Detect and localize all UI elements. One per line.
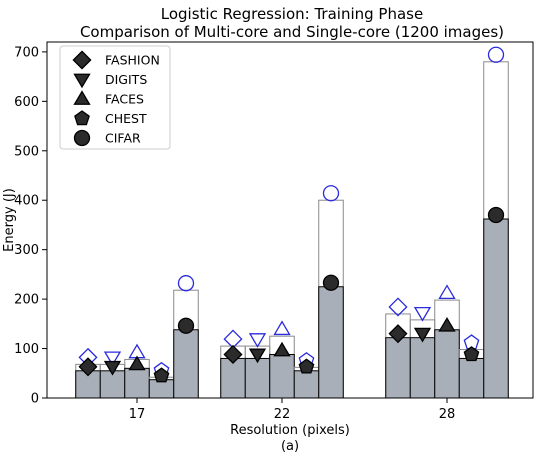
multi-core-marker-digits-22: [248, 348, 267, 364]
multi-core-marker-chest-17: [153, 367, 170, 383]
y-tick-label: 300: [14, 243, 39, 258]
single-core-marker-digits-28: [413, 306, 432, 322]
legend-marker-cifar: [73, 129, 91, 147]
x-axis-sublabel: (a): [281, 439, 299, 454]
multi-core-bar-faces-28: [434, 329, 460, 399]
multi-core-bar-chest-28: [458, 357, 485, 399]
legend-label-fashion: FASHION: [105, 53, 160, 68]
legend-marker-fashion: [72, 50, 92, 70]
single-core-marker-cifar-28: [487, 46, 505, 63]
x-tick-label: 17: [129, 407, 146, 422]
multi-core-marker-cifar-28: [487, 206, 505, 224]
markers-layer: [78, 46, 505, 383]
y-tick-label: 600: [14, 95, 39, 110]
legend: FASHION DIGITS FACES CHEST CIFAR: [59, 45, 171, 150]
single-core-marker-faces-28: [438, 284, 456, 300]
multi-core-bar-chest-17: [148, 379, 175, 399]
single-core-marker-digits-22: [248, 333, 267, 348]
single-core-marker-digits-17: [103, 351, 122, 367]
y-axis-label: Energy (J): [2, 188, 17, 252]
legend-marker-chest: [74, 110, 90, 126]
single-core-marker-cifar-22: [322, 185, 340, 202]
x-axis-label: Resolution (pixels): [230, 423, 350, 438]
multi-core-bar-cifar-28: [483, 218, 509, 399]
multi-core-marker-faces-28: [438, 316, 456, 332]
y-tick-label: 500: [14, 144, 39, 159]
legend-label-digits: DIGITS: [105, 72, 147, 87]
y-tick-label: 700: [14, 45, 39, 60]
multi-core-marker-digits-17: [103, 360, 122, 376]
y-tick-label: 200: [14, 293, 39, 308]
legend-label-chest: CHEST: [105, 111, 147, 126]
multi-core-bar-faces-17: [124, 367, 150, 399]
multi-core-marker-fashion-22: [223, 344, 243, 364]
multi-core-marker-cifar-22: [322, 274, 340, 291]
single-core-marker-fashion-28: [388, 297, 408, 317]
multi-core-bar-faces-22: [269, 353, 295, 399]
multi-core-marker-faces-17: [128, 355, 146, 371]
legend-label-cifar: CIFAR: [105, 131, 141, 146]
multi-core-bar-digits-22: [244, 357, 271, 399]
y-tick-label: 100: [14, 342, 39, 357]
multi-core-marker-fashion-17: [78, 357, 98, 377]
multi-core-marker-faces-22: [273, 341, 291, 357]
x-tick-label: 28: [439, 407, 456, 422]
single-core-marker-faces-22: [273, 320, 291, 336]
x-axis: 17 22 28: [129, 398, 456, 422]
single-core-marker-cifar-17: [177, 275, 195, 292]
chart-title-line1: Logistic Regression: Training Phase: [161, 5, 423, 23]
legend-marker-faces: [73, 90, 91, 105]
y-axis: 0 100 200 300 400 500 600 700: [14, 45, 47, 407]
multi-core-marker-chest-28: [463, 346, 480, 362]
legend-label-faces: FACES: [105, 92, 144, 107]
y-tick-label: 0: [31, 392, 39, 407]
multi-core-bar-cifar-22: [318, 286, 344, 399]
x-tick-label: 22: [274, 407, 291, 422]
multi-core-marker-chest-22: [298, 358, 315, 374]
multi-core-bar-fashion-28: [385, 337, 411, 399]
multi-core-marker-cifar-17: [177, 317, 195, 334]
chart-title-line2: Comparison of Multi-core and Single-core…: [80, 23, 504, 41]
y-tick-label: 400: [14, 194, 39, 209]
multi-core-marker-digits-28: [413, 327, 432, 343]
multi-core-bar-digits-28: [409, 337, 436, 399]
multi-core-bar-cifar-17: [173, 329, 199, 399]
plot-frame: [46, 41, 534, 399]
multi-core-bar-fashion-22: [220, 357, 246, 399]
multi-core-marker-fashion-28: [388, 324, 408, 344]
multi-core-bar-chest-22: [293, 370, 320, 399]
legend-marker-digits: [73, 73, 91, 89]
